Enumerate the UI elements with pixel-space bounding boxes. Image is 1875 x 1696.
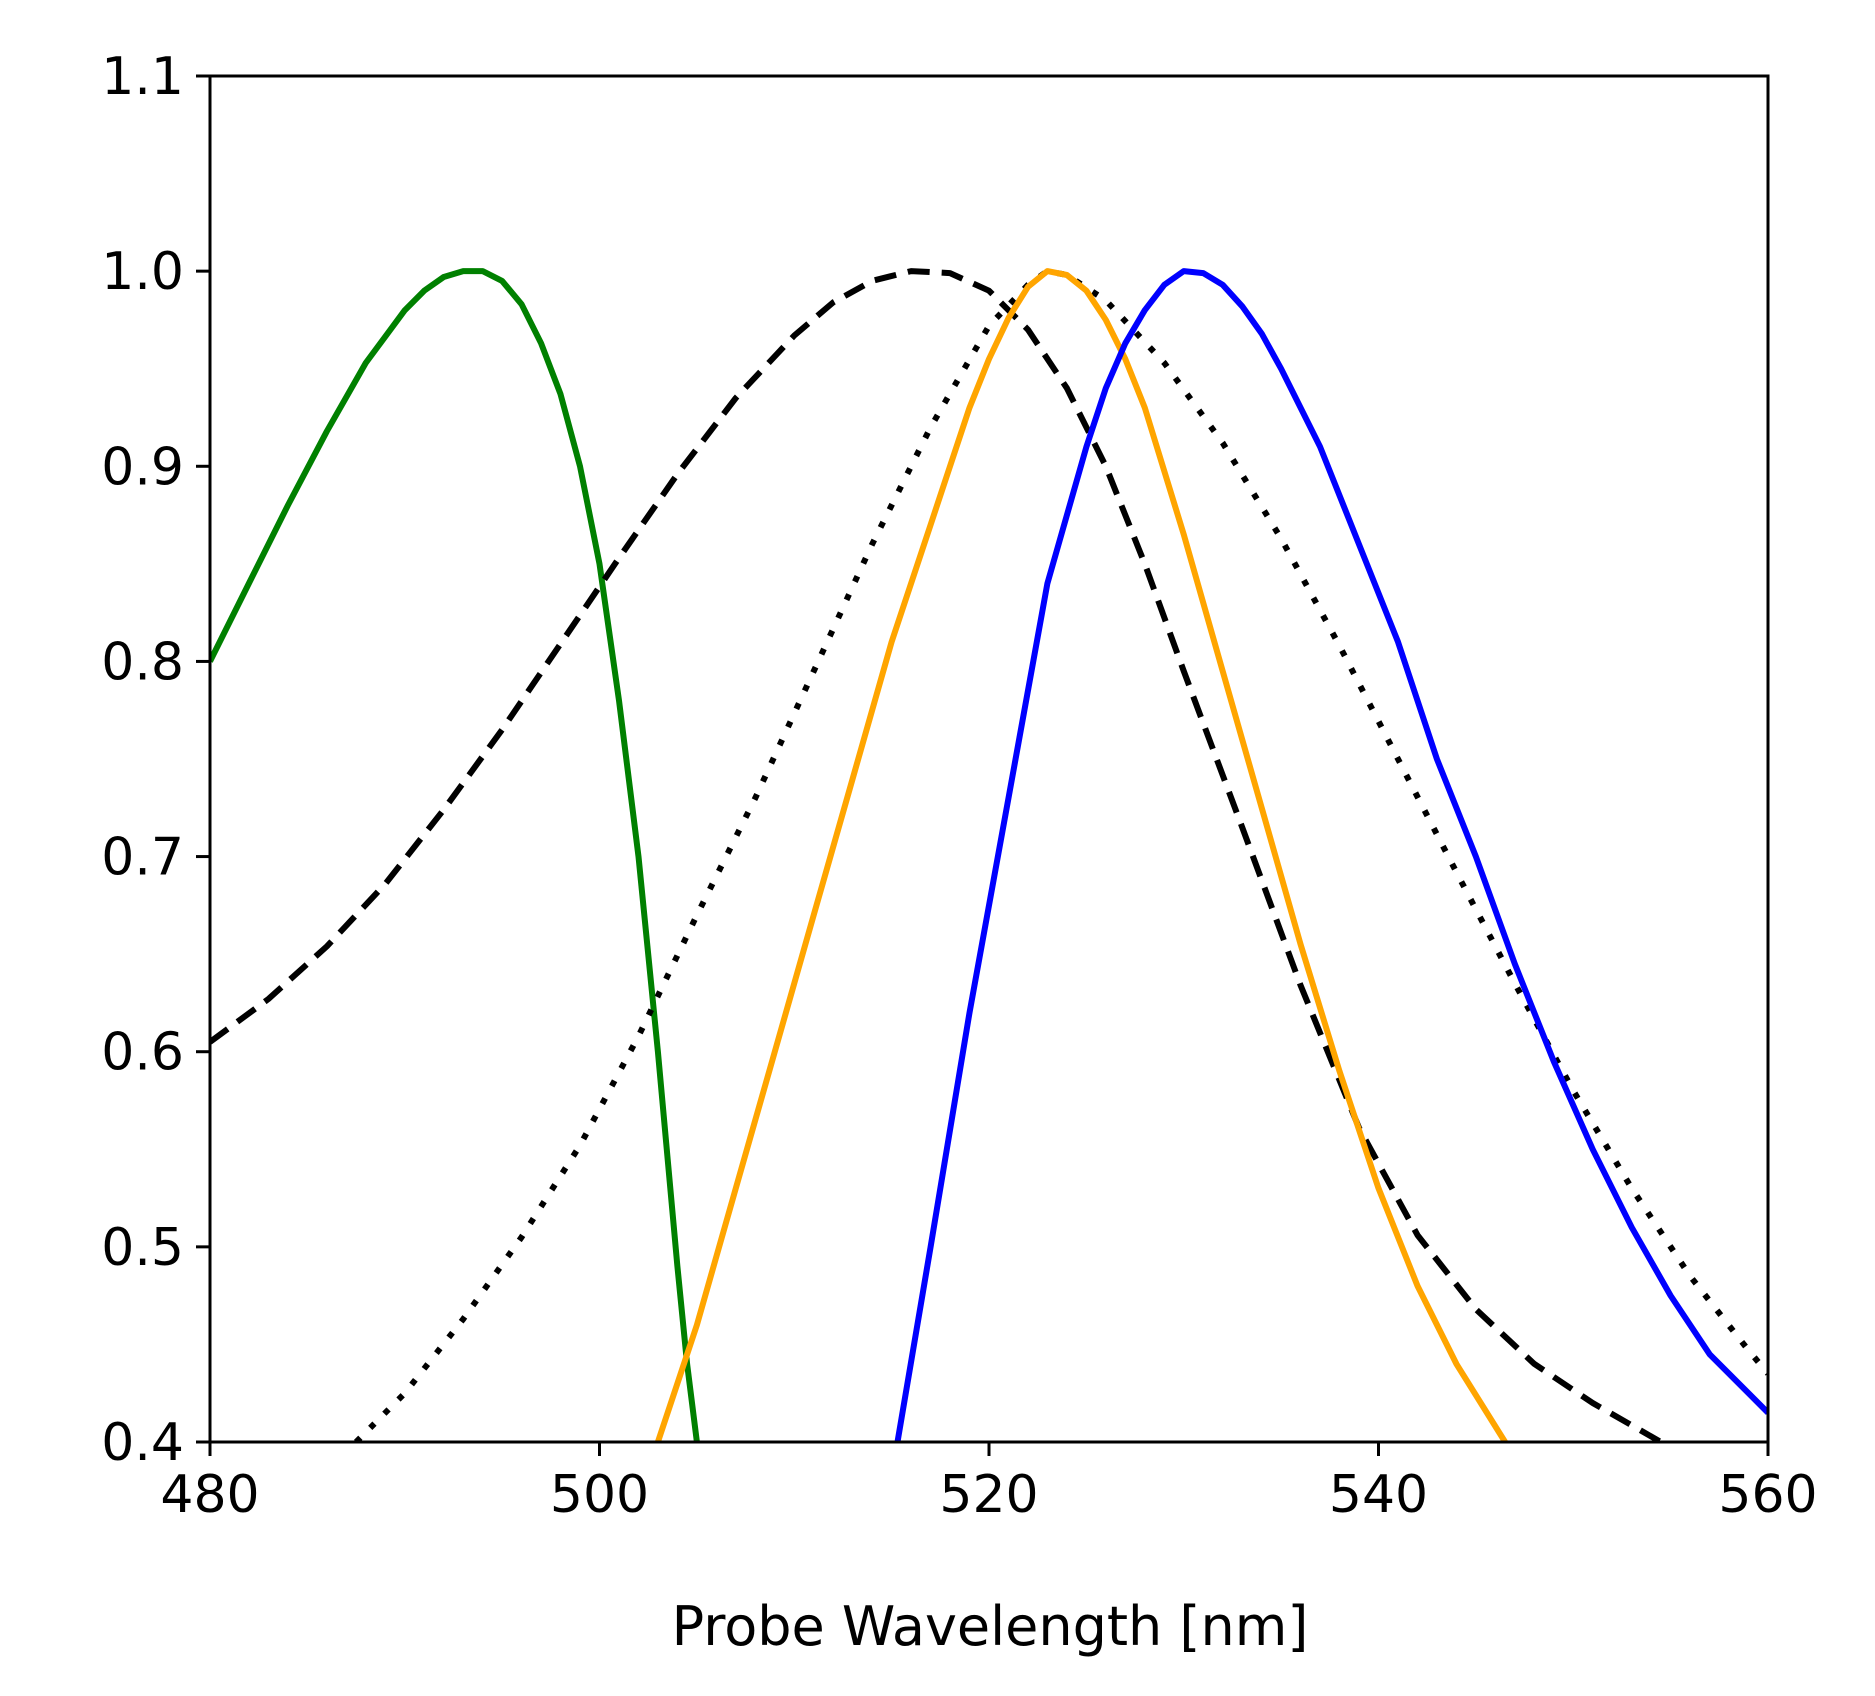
- y-tick-label: 1.0: [101, 242, 184, 302]
- x-tick-label: 540: [1329, 1465, 1428, 1525]
- plot-area: [210, 268, 1768, 1442]
- series-line-5: [894, 268, 1768, 1442]
- plot-frame: [208, 74, 1770, 1444]
- series-line-1: [210, 268, 700, 1442]
- x-tick-label: 500: [550, 1465, 649, 1525]
- axes-layer: 480 500 520 540 560 0.4 0.5 0.6 0.7 0.8 0.9 1.0 1.1: [101, 47, 1817, 1525]
- series-layer: [210, 268, 1768, 1442]
- x-tick-label: 560: [1718, 1465, 1817, 1525]
- y-tick-label: 1.1: [101, 47, 184, 107]
- x-axis-label: Probe Wavelength [nm]: [672, 1595, 1309, 1658]
- x-tick-label: 480: [160, 1465, 259, 1525]
- y-tick-label: 0.8: [101, 632, 184, 692]
- y-tick-label: 0.5: [101, 1218, 184, 1278]
- series-line-4: [655, 268, 1508, 1442]
- y-tick-label: 0.7: [101, 828, 184, 888]
- x-tick-label: 520: [939, 1465, 1038, 1525]
- y-tick-label: 0.6: [101, 1023, 184, 1083]
- y-tick-label: 0.4: [101, 1413, 184, 1473]
- series-line-3: [353, 268, 1768, 1442]
- series-line-2: [210, 268, 1663, 1442]
- y-tick-label: 0.9: [101, 437, 184, 497]
